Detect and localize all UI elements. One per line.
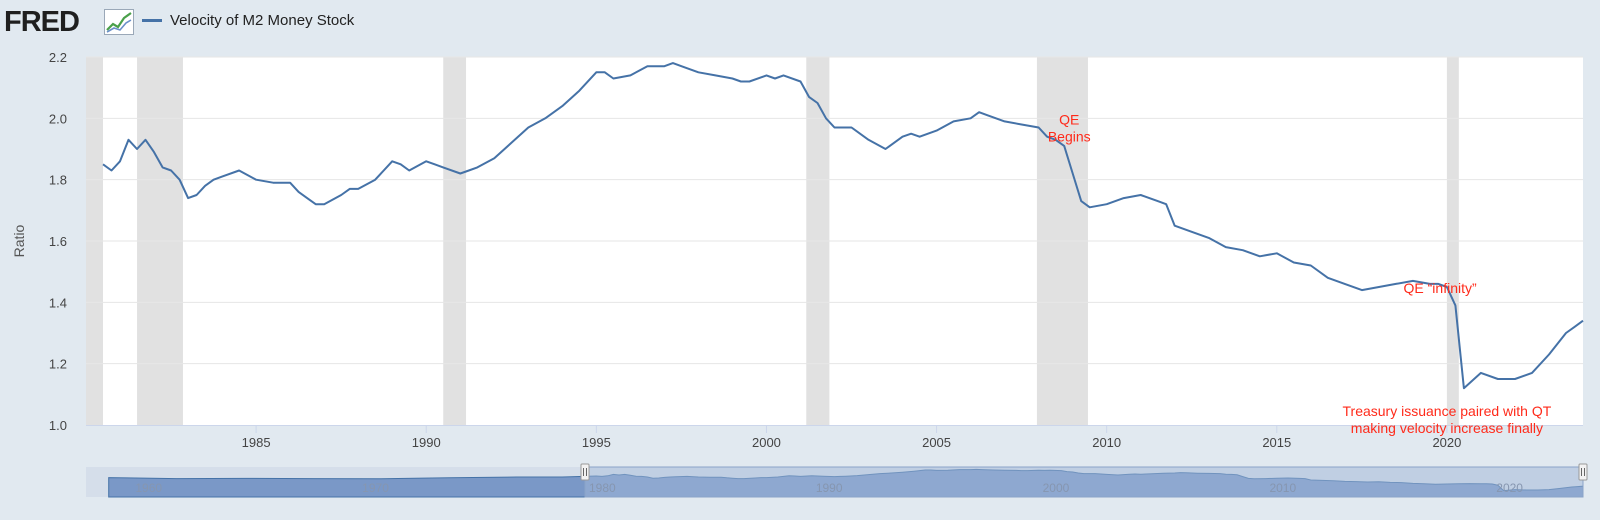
- y-tick-label: 1.8: [49, 173, 67, 188]
- series-layer: [102, 62, 1584, 390]
- legend-swatch: [142, 19, 162, 22]
- y-axis-label: Ratio: [11, 224, 27, 257]
- x-tick-label: 1990: [412, 435, 441, 450]
- y-tick-label: 1.6: [49, 234, 67, 249]
- annotation-text: Begins: [1048, 128, 1091, 144]
- x-tick-label: 1985: [242, 435, 271, 450]
- x-tick-label: 2000: [752, 435, 781, 450]
- navigator-tick-label: 1960: [135, 481, 162, 495]
- navigator-tick-label: 2000: [1043, 481, 1070, 495]
- x-tick-label: 2010: [1092, 435, 1121, 450]
- legend: Velocity of M2 Money Stock: [142, 12, 354, 29]
- navigator-tick-label: 1990: [816, 481, 843, 495]
- range-navigator[interactable]: 1960 1970 1980 1990 2000 2010 2020: [86, 463, 1588, 498]
- navigator-left-handle[interactable]: [580, 463, 590, 481]
- navigator-tick-label: 2020: [1496, 481, 1523, 495]
- navigator-right-handle[interactable]: [1578, 463, 1588, 481]
- navigator-tick-label: 1970: [362, 481, 389, 495]
- legend-label: Velocity of M2 Money Stock: [170, 12, 355, 29]
- x-axis: 1985 1990 1995 2000 2005 2010 2015 2020: [86, 425, 1583, 450]
- annotation-text: QE “infinity”: [1404, 280, 1477, 296]
- annotation-text: QE: [1059, 111, 1079, 127]
- chart-header: FRED Velocity of M2 Money Stock: [0, 0, 1600, 44]
- series-line-0: [102, 62, 1584, 390]
- x-tick-label: 2020: [1432, 435, 1461, 450]
- y-tick-label: 1.0: [49, 418, 67, 433]
- navigator-tick-label: 2010: [1269, 481, 1296, 495]
- y-tick-label: 1.2: [49, 357, 67, 372]
- fred-logo-text: FRED: [4, 6, 80, 38]
- annotation-text: Treasury issuance paired with QT: [1343, 403, 1552, 419]
- y-tick-label: 2.0: [49, 111, 67, 126]
- grid-lines: [86, 56, 1583, 365]
- annotation-text: making velocity increase finally: [1351, 420, 1543, 436]
- y-tick-label: 2.2: [49, 50, 67, 65]
- y-tick-label: 1.4: [49, 295, 67, 310]
- chart-line-icon: [104, 9, 134, 35]
- navigator-tick-label: 1980: [589, 481, 616, 495]
- x-tick-label: 1995: [582, 435, 611, 450]
- x-tick-label: 2015: [1262, 435, 1291, 450]
- x-tick-label: 2005: [922, 435, 951, 450]
- fred-logo[interactable]: FRED: [4, 6, 134, 38]
- navigator-series-area: [108, 468, 1584, 498]
- y-axis: 1.0 1.2 1.4 1.6 1.8 2.0 2.2: [49, 50, 67, 433]
- navigator-selection[interactable]: [584, 466, 1584, 498]
